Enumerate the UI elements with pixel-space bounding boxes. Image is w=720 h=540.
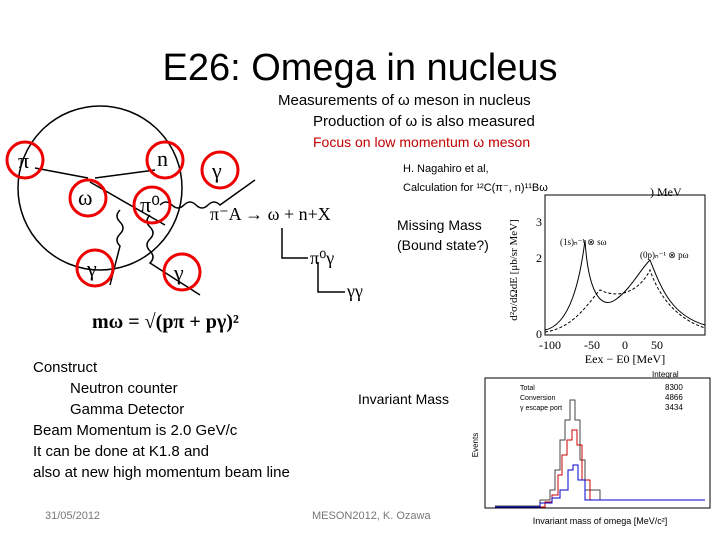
footer-date: 31/05/2012 [45, 510, 100, 522]
label-ring [68, 178, 108, 218]
bracket [281, 228, 308, 259]
particle: γ [211, 158, 222, 183]
integral: 4866 [665, 393, 683, 402]
tick: 2 [536, 251, 542, 265]
photon-line [109, 209, 124, 286]
title: E26: Omega in nucleus [162, 47, 557, 89]
list-item: Neutron counter [70, 380, 178, 397]
list-item: Beam Momentum is 2.0 GeV/c [33, 422, 238, 439]
y-label: Events [471, 433, 480, 457]
reaction: π⁻A → ω + n+X [210, 204, 331, 224]
list-item: Construct [33, 359, 98, 376]
list-item: It can be done at K1.8 and [33, 443, 209, 460]
legend-entry: γ escape port [520, 405, 562, 412]
tick: 0 [622, 338, 628, 352]
integral: 8300 [665, 383, 683, 392]
x-label: Eex − E0 [MeV] [585, 352, 665, 366]
label-ring [75, 248, 115, 288]
label-ring [162, 252, 202, 292]
tick: 50 [651, 338, 663, 352]
histogram [495, 399, 705, 507]
plot-frame [544, 194, 706, 336]
spectrum-plot: ) MeV d²σ/dΩdE [μb/sr MeV] 3 2 0 -100 -5… [508, 185, 706, 366]
label: Missing Mass [397, 217, 482, 233]
tick: -100 [539, 338, 561, 352]
diagram [5, 105, 345, 296]
diagram-labels: π n γ ω π⁰ γ γ π⁻A → ω + n+X π⁰γ γγ mω =… [18, 146, 363, 333]
bracket [317, 262, 345, 293]
unit: ) MeV [650, 185, 682, 199]
curve [544, 239, 706, 331]
note: (0p)ₙ⁻¹ ⊗ pω [640, 250, 689, 260]
histogram-plot: Events Total Conversion γ escape port In… [471, 370, 711, 526]
particle: π⁰ [140, 192, 160, 217]
label-ring [5, 140, 45, 180]
subtitle: Production of ω is also measured [313, 113, 535, 130]
label-ring [145, 140, 185, 180]
tick: 3 [536, 215, 542, 229]
decay: π⁰γ [310, 248, 334, 268]
label-ring [200, 150, 240, 190]
subtitle: Measurements of ω meson in nucleus [278, 92, 531, 109]
particle: γ [86, 256, 97, 281]
plot-frame [484, 377, 711, 509]
integral-title: Integral [652, 370, 679, 379]
construct-list: Construct Neutron counter Gamma Detector… [33, 359, 290, 481]
y-label: d²σ/dΩdE [μb/sr MeV] [508, 219, 520, 321]
list-item: also at new high momentum beam line [33, 464, 290, 481]
formula: mω = √(pπ + pγ)² [92, 311, 239, 333]
neutron-line [94, 169, 156, 179]
curve [544, 268, 706, 333]
beam [34, 167, 89, 179]
list-item: Gamma Detector [70, 401, 184, 418]
tick: -50 [584, 338, 600, 352]
label: Invariant Mass [358, 391, 449, 407]
integral: 3434 [665, 403, 683, 412]
particle: π [18, 148, 29, 173]
subtitle: Focus on low momentum ω meson [313, 134, 530, 150]
label: (Bound state?) [397, 237, 489, 253]
decay: γγ [346, 281, 363, 301]
label-ring [132, 185, 172, 225]
legend-entry: Conversion [520, 395, 556, 402]
note: (1s)ₙ⁻¹ ⊗ sω [560, 237, 607, 247]
footer-center: MESON2012, K. Ozawa [312, 510, 431, 522]
particle: γ [173, 260, 184, 285]
particle: ω [78, 185, 92, 210]
histogram [495, 464, 705, 508]
reference: Calculation for ¹²C(π⁻, n)¹¹Bω [403, 182, 548, 194]
x-label: Invariant mass of omega [MeV/c²] [533, 516, 668, 526]
tick: 0 [536, 327, 542, 341]
particle: n [157, 146, 168, 171]
legend-entry: Total [520, 385, 535, 392]
nucleus [17, 105, 183, 271]
reference: H. Nagahiro et al, [403, 163, 489, 175]
